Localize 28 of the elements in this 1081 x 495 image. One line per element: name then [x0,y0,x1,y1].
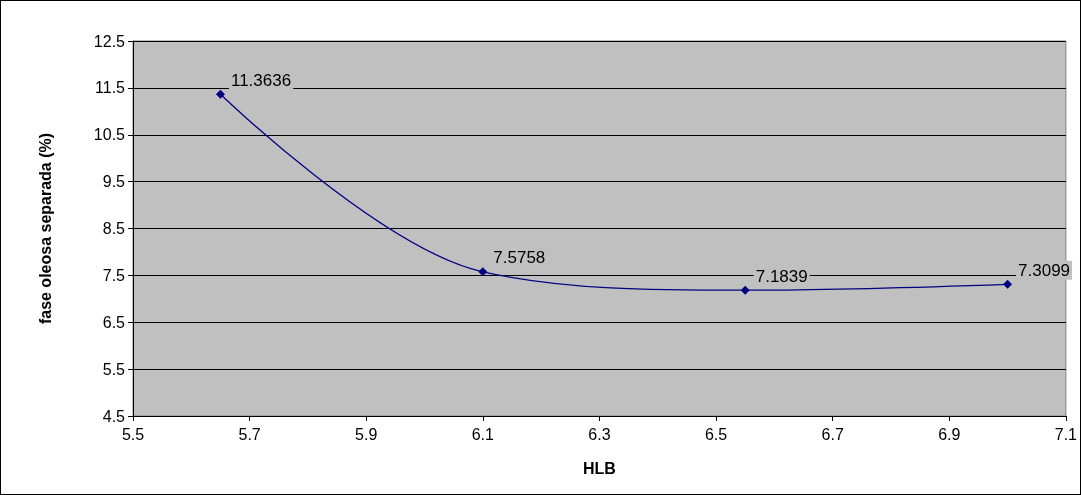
y-tick-label: 9.5 [102,173,126,191]
x-tick-label: 7.1 [1054,425,1078,443]
point [478,267,488,277]
y-tick-label: 7.5 [102,266,126,284]
x-tick-label: 5.7 [238,425,261,443]
x-axis-title: HLB [582,459,616,477]
y-tick-label: 4.5 [102,407,126,425]
y-tick-label: 5.5 [102,360,126,378]
x-tick-label: 5.9 [355,425,378,443]
x-tick-label: 6.7 [821,425,844,443]
point [215,89,225,99]
y-tick-label: 8.5 [102,220,126,237]
data-label: 7.3099 [1018,260,1071,280]
x-tick-label: 6.5 [704,425,728,443]
y-tick-label: 11.5 [95,79,126,97]
x-tick-label: 6.3 [588,425,611,443]
y-tick-label: 12.5 [93,32,126,50]
point [1003,279,1013,289]
x-tick-label: 6.1 [471,425,495,443]
y-tick-label: 10.5 [93,126,126,144]
y-axis-title: fase oleosa separada (%) [36,132,54,325]
data-label: 7.5758 [493,248,546,268]
x-tick-label: 5.5 [121,425,145,443]
data-label: 7.1839 [755,266,808,286]
data-label: 11.3636 [230,70,292,90]
point [740,285,750,295]
y-tick-label: 6.5 [102,313,126,331]
x-tick-label: 6.9 [938,425,961,443]
